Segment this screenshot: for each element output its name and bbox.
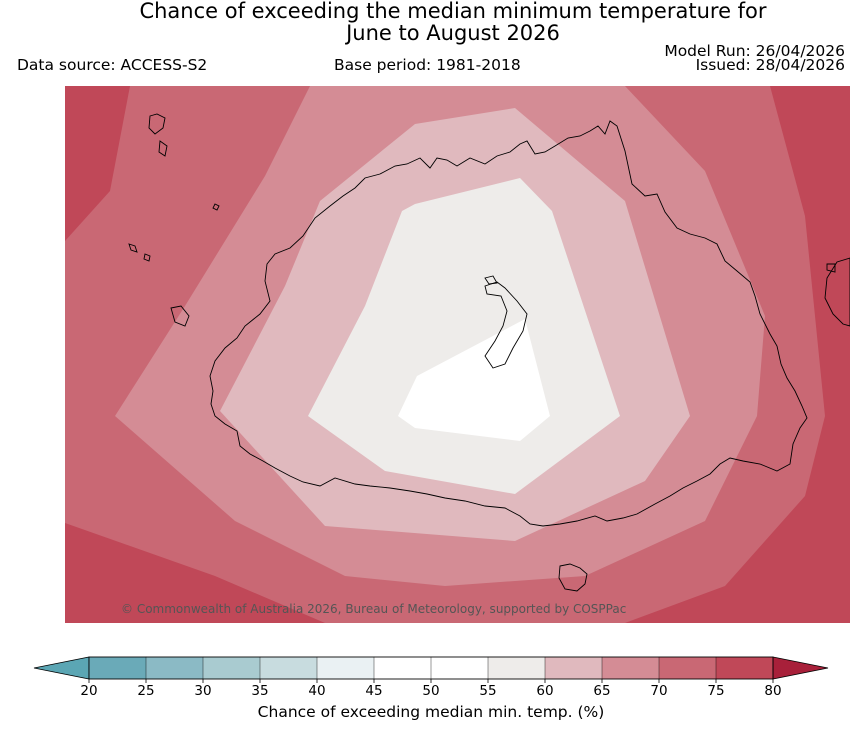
colorbar-tick-label: 75 xyxy=(707,683,724,699)
island-outline xyxy=(148,113,166,135)
colorbar-over-arrow xyxy=(772,656,829,680)
colorbar-ticks: 20 25 30 35 40 45 50 55 60 65 70 75 80 xyxy=(80,679,782,699)
colorbar-tick-label: 40 xyxy=(308,683,325,699)
island-outline xyxy=(826,263,836,273)
colorbar-segment xyxy=(316,656,375,680)
island-outline xyxy=(484,275,498,285)
map-panel: © Commonwealth of Australia 2026, Bureau… xyxy=(65,86,850,623)
colorbar-segment xyxy=(715,656,774,680)
colorbar-segment xyxy=(601,656,660,680)
data-source-label: Data source: ACCESS-S2 xyxy=(17,56,208,74)
island-outline xyxy=(128,243,138,253)
island-outline xyxy=(212,203,220,211)
colorbar-segment xyxy=(373,656,432,680)
mainland-coastline xyxy=(209,120,808,527)
colorbar-segment xyxy=(487,656,546,680)
colorbar-tick-label: 50 xyxy=(422,683,439,699)
colorbar-label: Chance of exceeding median min. temp. (%… xyxy=(257,703,605,721)
australia-coastline xyxy=(128,113,850,592)
island-outline xyxy=(143,253,151,262)
base-period-label: Base period: 1981-2018 xyxy=(334,56,521,74)
colorbar-tick-label: 35 xyxy=(251,683,268,699)
model-run-label: Model Run: 26/04/2026 xyxy=(664,42,845,60)
copyright-text: © Commonwealth of Australia 2026, Bureau… xyxy=(121,602,626,616)
colorbar-segment xyxy=(544,656,603,680)
colorbar-segment xyxy=(145,656,204,680)
colorbar-tick-label: 65 xyxy=(593,683,610,699)
colorbar-tick-label: 45 xyxy=(365,683,382,699)
colorbar-segment xyxy=(88,656,147,680)
colorbar-tick-label: 55 xyxy=(479,683,496,699)
colorbar-under-arrow xyxy=(33,656,90,680)
colorbar-segment xyxy=(658,656,717,680)
colorbar-segment xyxy=(430,656,489,680)
island-outline xyxy=(824,257,850,327)
colorbar-tick-label: 25 xyxy=(137,683,154,699)
colorbar-tick-label: 20 xyxy=(80,683,97,699)
colorbar: 20 25 30 35 40 45 50 55 60 65 70 75 80 xyxy=(33,656,829,699)
colorbar-tick-label: 80 xyxy=(764,683,781,699)
tasmania-coastline xyxy=(558,563,588,592)
chart-title-line-2: June to August 2026 xyxy=(346,21,560,45)
colorbar-segment xyxy=(259,656,318,680)
colorbar-tick-label: 70 xyxy=(650,683,667,699)
colorbar-segment xyxy=(202,656,261,680)
island-outline xyxy=(484,281,528,369)
colorbar-segments xyxy=(88,656,774,680)
chart-title-line-1: Chance of exceeding the median minimum t… xyxy=(139,0,767,23)
colorbar-tick-label: 60 xyxy=(536,683,553,699)
colorbar-tick-label: 30 xyxy=(194,683,211,699)
island-outline xyxy=(158,140,168,157)
island-outline xyxy=(170,305,190,327)
issued-label: Issued: 28/04/2026 xyxy=(695,56,845,74)
